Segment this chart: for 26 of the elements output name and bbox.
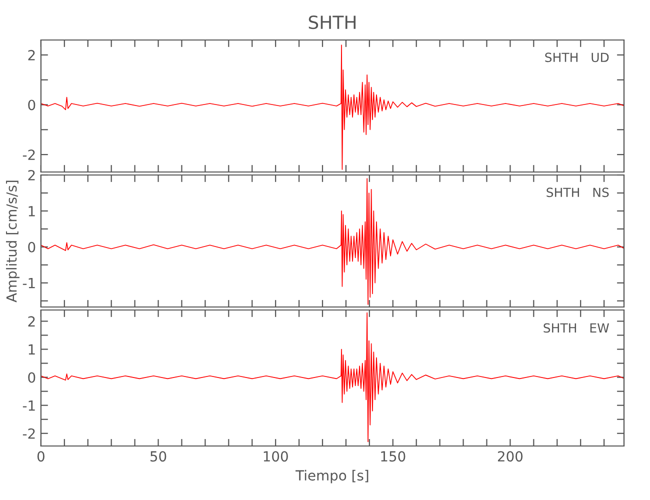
y-tick-label: 0 xyxy=(28,242,36,252)
line-series xyxy=(40,178,624,305)
x-axis-title: Tiempo [s] xyxy=(296,470,368,484)
y-tick-label: -1 xyxy=(22,400,35,411)
y-tick-label: -2 xyxy=(22,428,35,439)
y-axis-title: Amplitud [cm/s/s] xyxy=(6,180,20,302)
y-tick-label: 0 xyxy=(28,372,36,383)
y-tick-label: 1 xyxy=(28,206,35,216)
annotation: SHTH EW xyxy=(544,323,610,333)
x-tick-label: 200 xyxy=(498,451,523,462)
annotation: SHTH UD xyxy=(545,52,609,62)
line-series xyxy=(40,312,624,442)
x-tick-label: 0 xyxy=(37,451,44,462)
y-tick-label: 2 xyxy=(28,316,35,326)
y-tick-label: 2 xyxy=(28,50,35,60)
y-tick-label: 2 xyxy=(28,170,35,180)
y-tick-label: 1 xyxy=(28,344,35,355)
x-tick-label: 150 xyxy=(381,451,406,462)
x-tick-label: 100 xyxy=(264,451,288,462)
y-tick-label: -2 xyxy=(22,150,35,160)
x-tick-label: 50 xyxy=(150,451,166,462)
line-series xyxy=(40,44,624,170)
y-tick-label: -1 xyxy=(22,278,35,288)
annotation: SHTH NS xyxy=(546,188,609,198)
y-tick-label: 0 xyxy=(28,100,36,110)
chart-title: SHTH xyxy=(308,15,356,30)
